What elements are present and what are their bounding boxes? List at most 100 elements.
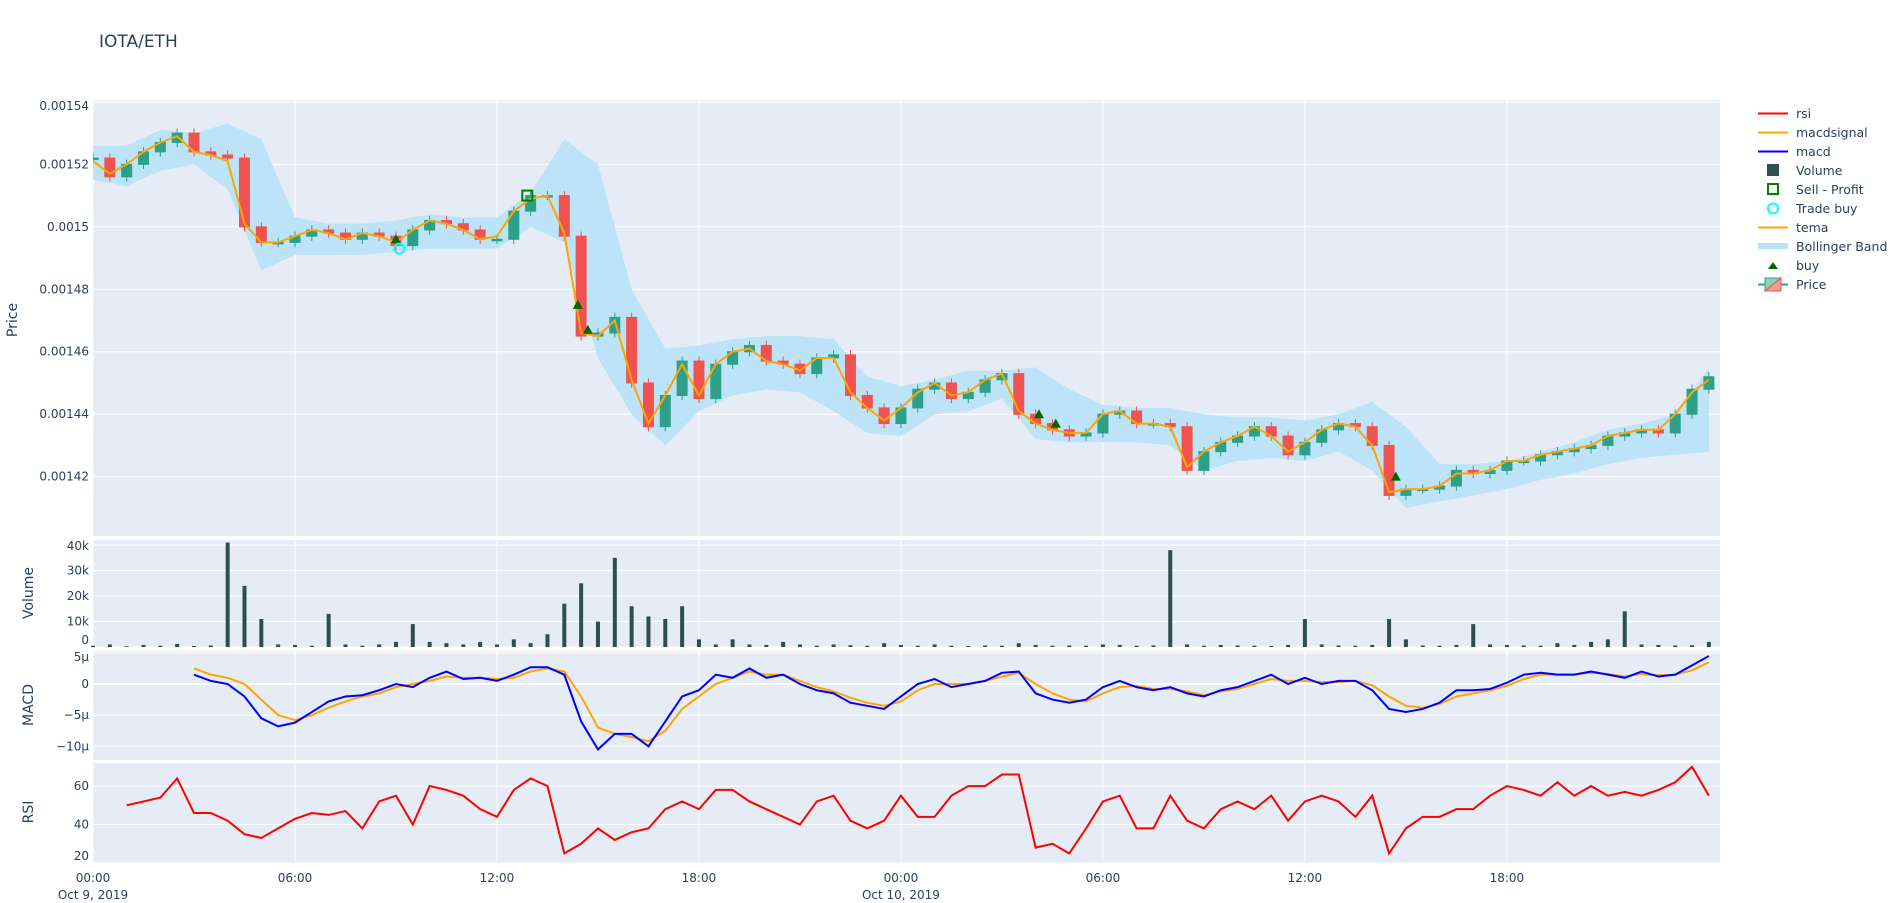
line-legend-icon <box>1758 226 1788 229</box>
legend-label: Price <box>1796 277 1827 292</box>
legend-label: Bollinger Band <box>1796 239 1888 254</box>
x-tick-date-label: Oct 9, 2019 <box>58 888 128 902</box>
volume-y-tick-label: 40k <box>67 539 89 553</box>
volume-bar <box>1437 645 1442 647</box>
volume-bar <box>595 621 600 647</box>
candle <box>238 153 250 232</box>
volume-bar <box>747 644 752 647</box>
bollinger-band <box>93 123 1709 508</box>
volume-bar <box>713 644 718 647</box>
volume-bar <box>1134 645 1139 647</box>
volume-bar <box>343 644 348 647</box>
volume-bar <box>1521 645 1526 647</box>
bar-legend-icon <box>1767 164 1779 176</box>
volume-bar <box>1555 643 1560 647</box>
volume-bar <box>915 645 920 647</box>
candle-body <box>693 360 705 400</box>
volume-bar <box>949 645 954 647</box>
x-tick-date-label: Oct 10, 2019 <box>862 888 940 902</box>
price-y-tick-label: 0.00148 <box>39 282 89 296</box>
x-tick-label: 18:00 <box>682 871 717 885</box>
legend-label: rsi <box>1796 106 1812 121</box>
volume-bar <box>292 644 297 647</box>
volume-bar <box>1185 644 1190 647</box>
buy-marker <box>1033 409 1044 419</box>
legend-item[interactable]: macdsignal <box>1756 123 1887 142</box>
volume-bar <box>1454 644 1459 647</box>
buy-marker <box>1390 471 1401 481</box>
macd-y-tick-label: 0 <box>81 677 89 691</box>
x-tick-label: 12:00 <box>480 871 515 885</box>
legend-item[interactable]: rsi <box>1756 104 1887 123</box>
legend-item[interactable]: macd <box>1756 142 1887 161</box>
volume-bar <box>360 645 365 647</box>
legend-label: Volume <box>1796 163 1843 178</box>
candle-body <box>1181 426 1193 471</box>
legend-item[interactable]: buy <box>1756 256 1887 275</box>
rsi-line <box>126 765 1710 856</box>
volume-bar <box>494 644 499 647</box>
volume-y-tick-label: 0 <box>81 633 89 647</box>
volume-bar <box>1420 645 1425 647</box>
legend-label: Sell - Profit <box>1796 182 1864 197</box>
volume-bar <box>444 643 449 647</box>
volume-bar <box>999 645 1004 647</box>
macd-line <box>193 655 1710 751</box>
volume-bar <box>1050 645 1055 647</box>
candle-body <box>222 154 234 159</box>
legend-item[interactable]: tema <box>1756 218 1887 237</box>
volume-bar <box>1319 644 1324 647</box>
volume-bar <box>377 644 382 647</box>
volume-bar <box>1100 644 1105 647</box>
price-y-tick-label: 0.00142 <box>39 470 89 484</box>
volume-bar <box>562 603 567 647</box>
price-panel <box>93 100 1720 536</box>
rsi-axis-title: RSI <box>21 801 37 824</box>
x-tick-label: 00:00 <box>76 871 111 885</box>
square-legend-icon <box>1767 183 1779 195</box>
buy-marker <box>582 324 593 334</box>
volume-bar <box>1218 644 1223 647</box>
volume-bar <box>898 644 903 647</box>
legend-label: Trade buy <box>1796 201 1858 216</box>
chart-title: IOTA/ETH <box>99 32 178 52</box>
legend-item[interactable]: Trade buy <box>1756 199 1887 218</box>
volume-bar <box>107 644 112 647</box>
volume-bar <box>1269 645 1274 647</box>
buy-marker <box>390 234 401 244</box>
volume-bar <box>191 645 196 647</box>
legend-item[interactable]: Price <box>1756 275 1887 294</box>
volume-bar <box>124 646 129 647</box>
legend-label: tema <box>1796 220 1829 235</box>
volume-bar <box>1673 645 1678 647</box>
rsi-y-tick-label: 60 <box>74 779 89 793</box>
volume-bar <box>1690 645 1695 647</box>
buy-marker <box>1050 418 1061 428</box>
price-y-tick-label: 0.00154 <box>39 99 89 113</box>
candle-body <box>861 394 873 409</box>
volume-bar <box>663 618 668 647</box>
macd-y-tick-label: 5μ <box>74 650 90 664</box>
volume-bar <box>865 645 870 647</box>
circle-legend-icon <box>1767 202 1779 215</box>
volume-y-tick-label: 30k <box>67 564 89 578</box>
volume-bar <box>1168 550 1173 647</box>
band-legend-icon <box>1758 243 1788 249</box>
candle-body <box>1282 435 1294 456</box>
candle <box>1282 431 1294 460</box>
macdsignal-line <box>193 661 1710 743</box>
volume-bar <box>1471 624 1476 647</box>
x-tick-label: 06:00 <box>1086 871 1121 885</box>
line-legend-icon <box>1758 150 1788 153</box>
legend-item[interactable]: Bollinger Band <box>1756 237 1887 256</box>
legend-item[interactable]: Sell - Profit <box>1756 180 1887 199</box>
x-tick-label: 12:00 <box>1288 871 1323 885</box>
legend-item[interactable]: Volume <box>1756 161 1887 180</box>
macd-y-tick-label: −10μ <box>56 739 89 753</box>
candle <box>626 312 638 388</box>
volume-bar <box>730 639 735 647</box>
candle-body <box>642 382 654 428</box>
volume-bar <box>427 641 432 647</box>
volume-bar <box>1370 644 1375 647</box>
